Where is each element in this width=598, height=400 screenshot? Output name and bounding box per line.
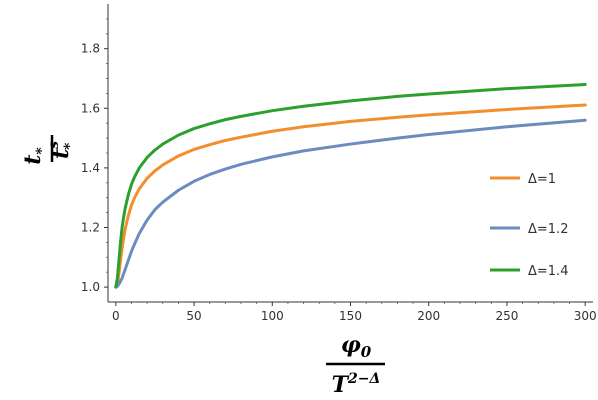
ylabel-denominator-sup: s [46, 141, 62, 149]
x-tick-label: 300 [574, 309, 597, 323]
xlabel-numerator-sub: 0 [361, 343, 372, 361]
x-tick-label: 0 [112, 309, 120, 323]
plot-frame [107, 4, 593, 303]
svg-text:t*: t* [20, 147, 50, 165]
x-ticks: 0 50 100 150 200 250 300 [112, 302, 597, 323]
x-tick-label: 250 [495, 309, 518, 323]
ylabel-denominator-sub: * [62, 142, 78, 150]
x-axis-label: φ0 T2−Δ [326, 332, 385, 398]
y-tick-label: 1.2 [81, 221, 100, 235]
y-tick-label: 1.8 [81, 42, 100, 56]
svg-text:ts*: ts* [46, 141, 78, 159]
legend-label-2: Δ=1.2 [528, 222, 568, 237]
y-tick-label: 1.4 [81, 161, 100, 175]
legend-label-1: Δ=1 [528, 172, 556, 187]
x-tick-label: 200 [417, 309, 440, 323]
y-tick-label: 1.6 [81, 101, 100, 115]
ylabel-denominator: t [48, 149, 74, 159]
xlabel-denominator: T [332, 372, 350, 398]
legend: Δ=1 Δ=1.2 Δ=1.4 [490, 172, 568, 279]
svg-text:φ0: φ0 [341, 332, 372, 361]
x-tick-label: 50 [186, 309, 201, 323]
ylabel-numerator-sub: * [34, 147, 50, 155]
series-lines [114, 82, 587, 289]
legend-label-3: Δ=1.4 [528, 264, 568, 279]
xlabel-denominator-sup: 2−Δ [347, 371, 380, 387]
series-line-3 [114, 82, 587, 289]
svg-text:T2−Δ: T2−Δ [332, 371, 381, 398]
x-tick-label: 100 [261, 309, 284, 323]
series-line-1 [114, 103, 587, 289]
y-tick-label: 1.0 [81, 280, 100, 294]
ylabel-numerator: t [20, 155, 46, 165]
y-axis-label: t* ts* [20, 135, 78, 165]
x-tick-label: 150 [339, 309, 362, 323]
xlabel-numerator: φ [341, 332, 361, 358]
series-line-2 [114, 118, 587, 289]
y-ticks: 1.0 1.2 1.4 1.6 1.8 [81, 18, 108, 294]
